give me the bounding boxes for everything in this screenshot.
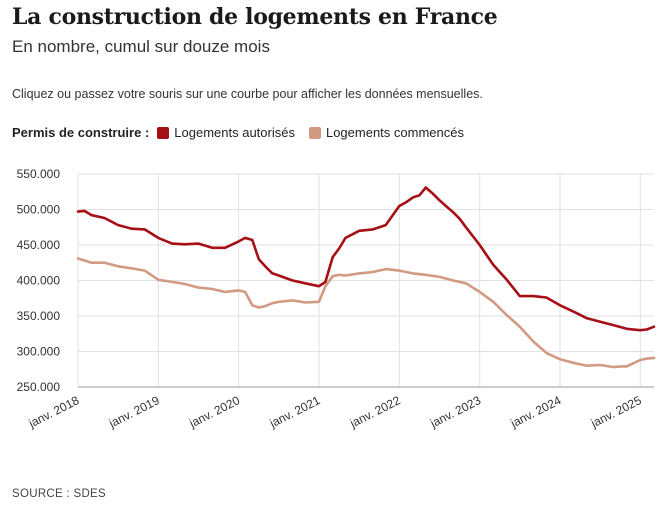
y-tick-label: 550.000 — [17, 167, 61, 181]
legend: Permis de construire : Logements autoris… — [12, 125, 478, 140]
x-tick-label: janv. 2019 — [106, 393, 162, 431]
source-note: SOURCE : SDES — [12, 488, 107, 500]
x-tick-label: janv. 2025 — [588, 393, 644, 431]
chart-subtitle: En nombre, cumul sur douze mois — [12, 37, 270, 56]
series-line-0[interactable] — [76, 186, 656, 332]
legend-lead: Permis de construire : — [12, 125, 150, 140]
x-tick-label: janv. 2018 — [26, 393, 82, 431]
y-tick-label: 400.000 — [17, 274, 61, 288]
legend-item-commences[interactable]: Logements commencés — [308, 125, 464, 140]
legend-item-autorises[interactable]: Logements autorisés — [157, 125, 295, 140]
legend-swatch-autorises — [157, 126, 170, 139]
instruction-note: Cliquez ou passez votre souris sur une c… — [12, 87, 483, 101]
x-tick-label: janv. 2023 — [427, 393, 483, 431]
legend-swatch-commences — [308, 126, 321, 139]
x-tick-label: janv. 2022 — [347, 393, 403, 431]
legend-label-commences: Logements commencés — [325, 125, 464, 140]
y-tick-label: 450.000 — [17, 238, 61, 252]
series-line-1[interactable] — [76, 257, 656, 369]
chart-title: La construction de logements en France — [12, 4, 498, 30]
y-tick-label: 300.000 — [17, 345, 61, 359]
legend-label-autorises: Logements autorisés — [174, 125, 295, 140]
x-tick-label: janv. 2021 — [267, 393, 323, 431]
x-tick-label: janv. 2024 — [508, 393, 564, 431]
line-chart: 250.000 300.000 350.000 400.000 450.000 500.0… — [17, 167, 656, 431]
y-tick-label: 500.000 — [17, 203, 61, 217]
y-tick-label: 250.000 — [17, 380, 61, 394]
y-tick-label: 350.000 — [17, 309, 61, 323]
x-tick-label: janv. 2020 — [186, 393, 242, 431]
